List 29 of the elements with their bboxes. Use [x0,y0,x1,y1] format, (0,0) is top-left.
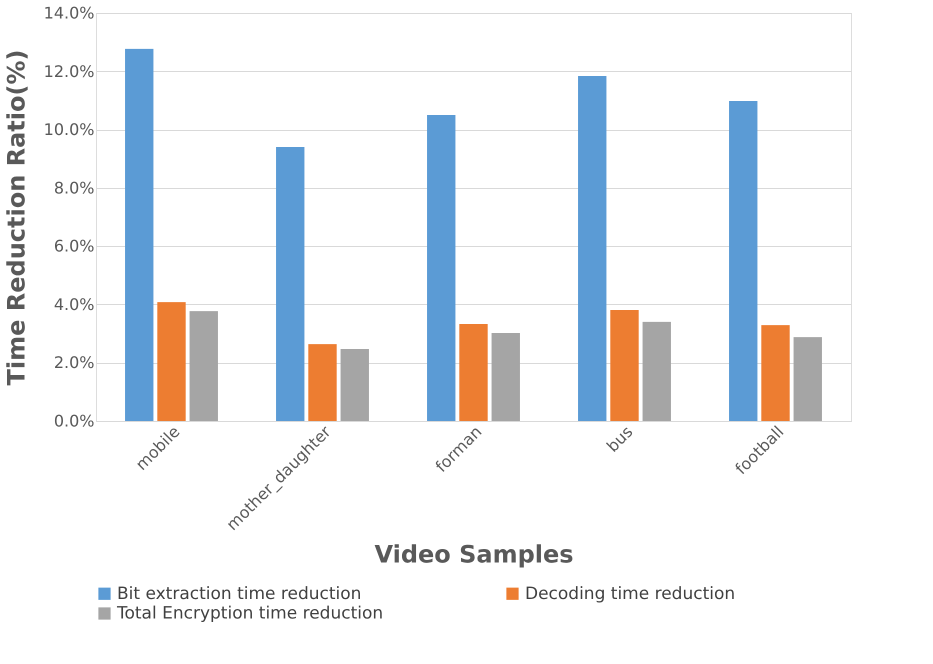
bar [340,349,369,421]
bar [125,48,154,421]
x-axis-title: Video Samples [374,540,574,568]
y-tick-label: 14.0% [44,4,94,22]
bar [157,302,186,421]
legend-label: Total Encryption time reduction [116,604,384,624]
bar [610,310,639,421]
y-tick-label: 4.0% [54,294,94,314]
y-tick-label: 2.0% [54,353,94,372]
bar [729,101,758,421]
y-tick-label: 0.0% [54,412,94,430]
legend-label: Decoding time reduction [525,584,736,604]
bar [578,76,606,421]
y-tick-label: 6.0% [54,236,94,256]
legend-label: Bit extraction time reduction [117,584,362,604]
y-tick-label: 12.0% [44,62,94,81]
bar [492,332,520,421]
bar [642,322,671,421]
bar [308,344,337,421]
y-tick-label: 10.0% [44,120,94,140]
bar [276,147,304,421]
bar [190,311,218,421]
x-tick-label: bus [602,422,637,456]
bar [761,325,790,421]
bar [427,115,456,421]
bar [459,324,488,421]
bar [794,337,822,421]
y-tick-label: 8.0% [54,178,94,198]
y-axis-title: Time Reduction Ratio(%) [2,50,31,386]
